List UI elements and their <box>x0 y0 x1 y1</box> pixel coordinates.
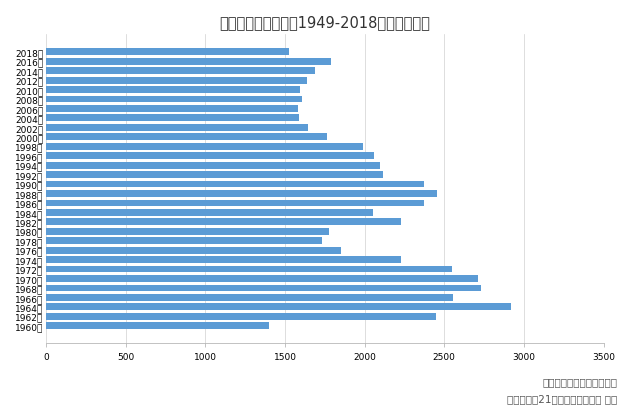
Bar <box>46 125 309 131</box>
Bar <box>46 153 374 160</box>
Bar <box>46 181 424 188</box>
Bar <box>46 256 401 263</box>
Bar <box>46 323 270 329</box>
Bar <box>46 134 327 141</box>
Bar <box>46 49 289 56</box>
Bar <box>46 115 299 122</box>
Bar <box>46 68 315 75</box>
Bar <box>46 78 307 84</box>
Bar <box>46 304 512 310</box>
Bar <box>46 238 322 245</box>
Bar <box>46 191 437 198</box>
Bar <box>46 162 381 169</box>
Bar <box>46 266 452 273</box>
Bar <box>46 313 437 320</box>
Bar <box>46 200 424 207</box>
Bar <box>46 106 299 112</box>
Bar <box>46 209 372 216</box>
Bar <box>46 58 331 65</box>
Bar <box>46 87 300 94</box>
Bar <box>46 219 401 226</box>
Bar <box>46 97 302 103</box>
Bar <box>46 247 341 254</box>
Bar <box>46 294 453 301</box>
Bar <box>46 228 329 235</box>
Bar <box>46 144 364 150</box>
Bar <box>46 172 382 179</box>
Bar <box>46 285 481 292</box>
Bar <box>46 275 478 282</box>
Text: 数据来源：国家统计局网站: 数据来源：国家统计局网站 <box>542 377 617 387</box>
Title: 中国历年出生人口（1949-2018）单位：万人: 中国历年出生人口（1949-2018）单位：万人 <box>219 15 430 30</box>
Text: 制表制图：21世纪经济报道记者 李振: 制表制图：21世纪经济报道记者 李振 <box>507 393 617 403</box>
